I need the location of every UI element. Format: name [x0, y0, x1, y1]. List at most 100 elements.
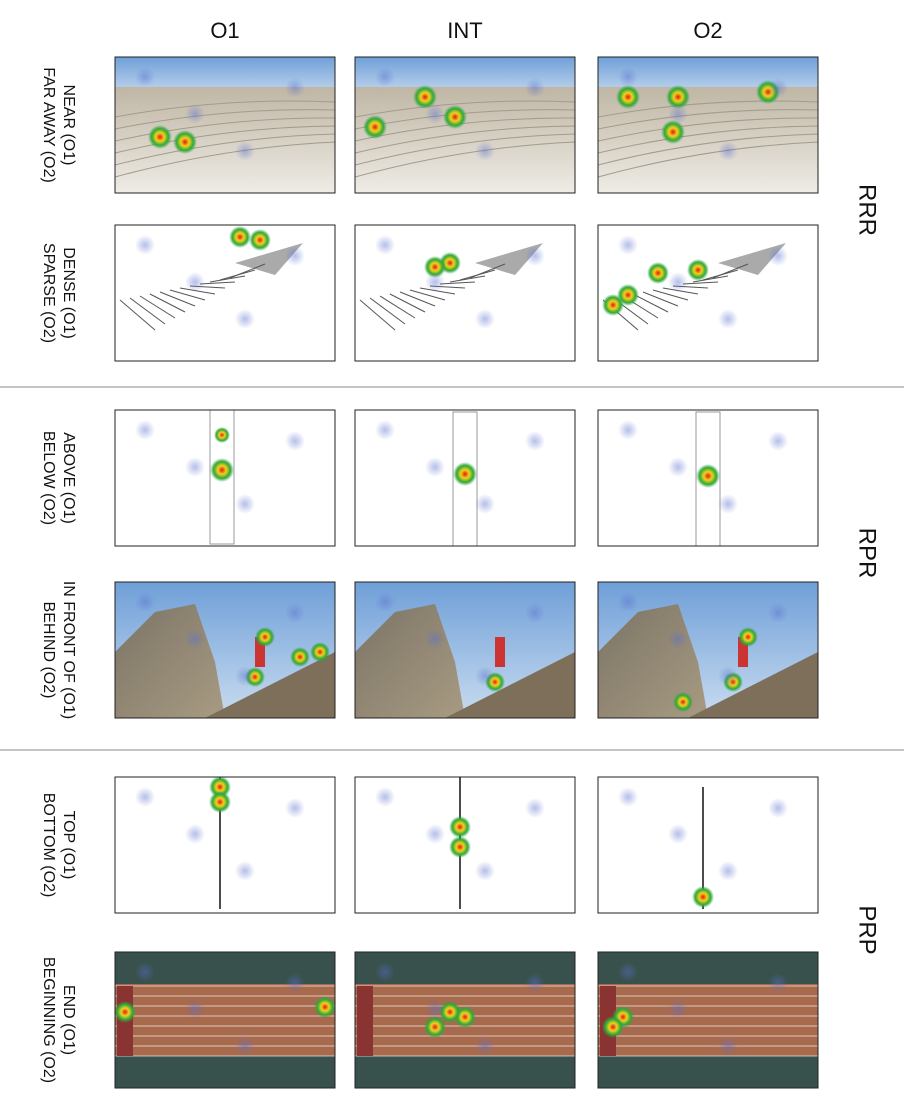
haze-spot [718, 494, 738, 514]
heat-spot [229, 226, 251, 248]
panel-border [114, 776, 336, 914]
haze-spot [668, 457, 688, 477]
haze-spot [185, 457, 205, 477]
stair-line [369, 297, 406, 325]
heatmap-panel [597, 951, 819, 1089]
stair-line [399, 291, 436, 307]
group-label: PRP [854, 905, 881, 954]
haze-spot [475, 309, 495, 329]
group-label: RPR [854, 528, 881, 579]
stair-line [652, 289, 689, 301]
haze-spot [375, 420, 395, 440]
heatmap-panel [597, 56, 819, 194]
heatmap-panel [354, 224, 576, 362]
step [115, 141, 335, 178]
haze-spot [668, 104, 688, 124]
stair-line [209, 275, 246, 283]
slope [445, 652, 575, 718]
panel-border [114, 581, 336, 719]
row-label: BEGINNING (O2) [40, 957, 57, 1083]
heat-spot [453, 462, 477, 486]
panel-border [597, 56, 819, 194]
stair [718, 243, 786, 275]
haze-spot [135, 962, 155, 982]
stair-line [712, 263, 749, 279]
haze-spot [718, 1036, 738, 1056]
haze-spot [285, 973, 305, 993]
panel-border [354, 581, 576, 719]
heatmap-panel [114, 951, 336, 1089]
heat-spot [449, 836, 471, 858]
haze-spot [525, 798, 545, 818]
haze-spot [135, 420, 155, 440]
stair-line [379, 295, 416, 319]
slope [205, 652, 335, 718]
heat-spot [692, 886, 714, 908]
heatmap-panel [114, 581, 336, 719]
heat-spot [209, 791, 231, 813]
heat-spot [602, 294, 624, 316]
column-header: O1 [210, 18, 239, 43]
panel-content [115, 225, 335, 361]
haze-spot [768, 78, 788, 98]
panel-content [115, 410, 335, 546]
step [115, 109, 335, 130]
haze-spot [425, 629, 445, 649]
step [598, 141, 818, 178]
step [598, 117, 818, 142]
haze-spot [525, 431, 545, 451]
row-label: ABOVE (O1) [60, 432, 77, 524]
panel-content [355, 57, 575, 193]
heat-spot [424, 256, 446, 278]
haze-spot [135, 67, 155, 87]
panel-content [115, 952, 335, 1088]
heatmap-panel [354, 951, 576, 1089]
heat-spot [363, 115, 387, 139]
haze-spot [768, 973, 788, 993]
heat-spot [310, 642, 330, 662]
stair-line [119, 299, 156, 331]
panel-content [355, 582, 575, 718]
stair-line [359, 299, 396, 331]
stair-line [139, 295, 176, 319]
step [115, 117, 335, 142]
group-label: RRR [854, 184, 881, 236]
haze-spot [135, 787, 155, 807]
panel-content [115, 777, 335, 913]
stair-line [632, 293, 669, 313]
panel-content [355, 777, 575, 913]
panel-border [114, 56, 336, 194]
haze-spot [425, 104, 445, 124]
step [355, 125, 575, 154]
heatmap-panel [597, 224, 819, 362]
haze-spot [475, 666, 495, 686]
panel-border [597, 224, 819, 362]
haze-spot [285, 603, 305, 623]
stair-line [409, 289, 446, 301]
panel-border [597, 581, 819, 719]
stair-line [169, 289, 206, 301]
haze-spot [525, 973, 545, 993]
haze-spot [425, 272, 445, 292]
panel-content [598, 582, 818, 718]
heatmap-panel [354, 776, 576, 914]
haze-spot [425, 999, 445, 1019]
heatmap-panel [597, 409, 819, 547]
stair [475, 243, 543, 275]
haze-spot [475, 141, 495, 161]
haze-spot [425, 457, 445, 477]
haze-spot [525, 78, 545, 98]
runners [357, 986, 373, 1056]
heat-spot [687, 259, 709, 281]
hiker [495, 637, 505, 667]
haze-spot [375, 235, 395, 255]
heat-spot [738, 627, 758, 647]
haze-spot [135, 235, 155, 255]
row-label: END (O1) [60, 985, 77, 1055]
heatmap-panel [114, 409, 336, 547]
heat-spot [661, 120, 685, 144]
haze-spot [185, 104, 205, 124]
heat-spot [214, 427, 230, 443]
heat-spot [314, 996, 335, 1018]
